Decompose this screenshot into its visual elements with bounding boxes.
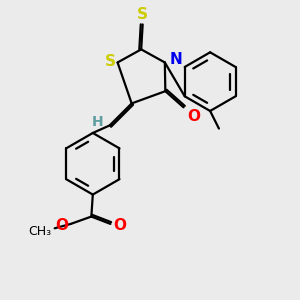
- Text: O: O: [187, 109, 200, 124]
- Text: CH₃: CH₃: [28, 225, 52, 238]
- Text: O: O: [55, 218, 68, 233]
- Text: H: H: [92, 116, 104, 130]
- Text: S: S: [105, 53, 116, 68]
- Text: S: S: [137, 7, 148, 22]
- Text: N: N: [170, 52, 183, 67]
- Text: O: O: [113, 218, 126, 233]
